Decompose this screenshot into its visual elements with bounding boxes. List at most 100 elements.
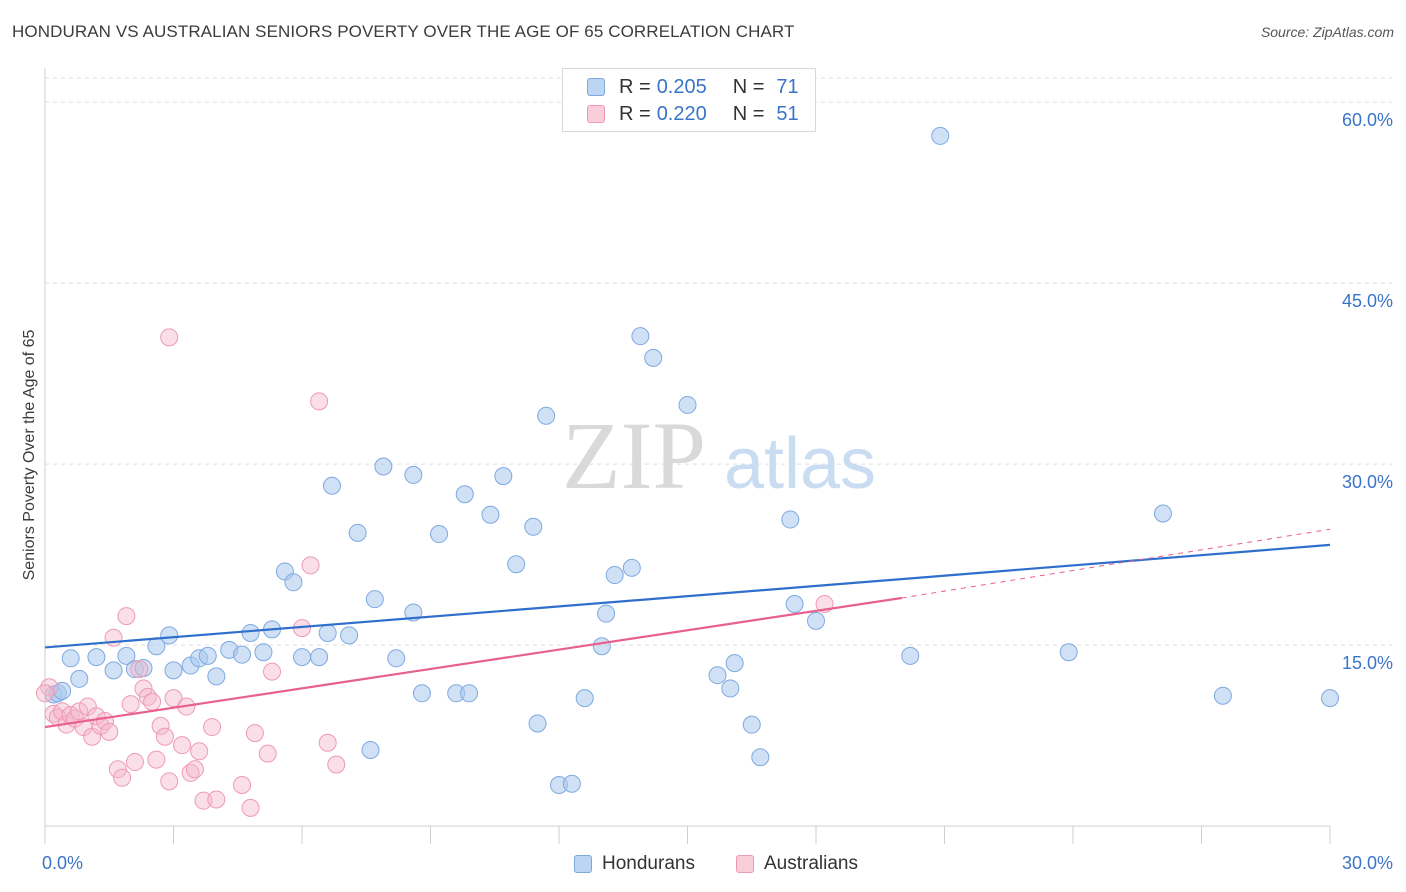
australian-point (117, 607, 136, 626)
n-label: N = (732, 102, 765, 125)
stats-row-hondurans: R = 0.205 N = 71 (587, 75, 799, 99)
honduran-point (104, 661, 123, 680)
honduran-point (117, 646, 136, 665)
australian-point (151, 716, 170, 735)
honduran-point (1153, 504, 1172, 523)
australian-point (134, 679, 153, 698)
australian-point (327, 755, 346, 774)
honduran-point (708, 666, 727, 685)
honduran-point (592, 637, 611, 656)
honduran-point (460, 684, 479, 703)
australian-point (108, 760, 127, 779)
australians-legend-label: Australians (764, 853, 858, 874)
hondurans-swatch (587, 78, 605, 96)
australian-point (155, 727, 174, 746)
axes (44, 68, 1331, 844)
australian-point (318, 733, 337, 752)
honduran-point (233, 645, 252, 664)
honduran-point (597, 604, 616, 623)
honduran-point (751, 748, 770, 767)
honduran-point (644, 348, 663, 367)
honduran-point (348, 523, 367, 542)
honduran-point (404, 465, 423, 484)
honduran-point (742, 715, 761, 734)
honduran-point (87, 648, 106, 667)
honduran-point (575, 689, 594, 708)
honduran-point (412, 684, 431, 703)
australian-point (143, 692, 162, 711)
n-label: N = (732, 75, 765, 98)
honduran-point (61, 649, 80, 668)
australian-point (100, 722, 119, 741)
honduran-point (631, 327, 650, 346)
australian-point (185, 760, 204, 779)
legend-item-australians[interactable]: Australians (736, 851, 858, 877)
honduran-point (160, 626, 179, 645)
honduran-point (198, 646, 217, 665)
r-value: 0.220 (656, 102, 707, 125)
n-value: 71 (776, 75, 799, 98)
australian-point (160, 772, 179, 791)
australian-point (160, 328, 179, 347)
r-value: 0.205 (656, 75, 707, 98)
watermark: ZIP atlas (562, 402, 876, 509)
honduran-point (1321, 689, 1339, 708)
honduran-point (781, 510, 800, 529)
honduran-point (310, 648, 329, 667)
honduran-point (537, 406, 556, 425)
hondurans-legend-label: Hondurans (602, 853, 695, 874)
australian-point (36, 684, 54, 703)
australian-point (241, 798, 260, 817)
y-tick-label: 60.0% (1342, 110, 1393, 130)
legend-item-hondurans[interactable]: Hondurans (574, 851, 695, 877)
y-tick-label: 45.0% (1342, 291, 1393, 311)
honduran-point (207, 667, 226, 686)
australians-trend-extension (901, 528, 1331, 599)
australian-point (233, 775, 252, 794)
honduran-point (807, 611, 825, 630)
honduran-point (507, 555, 526, 574)
y-tick-label: 15.0% (1342, 653, 1393, 673)
x-tick-label: 30.0% (1342, 853, 1393, 873)
honduran-point (725, 654, 744, 673)
honduran-point (241, 623, 260, 642)
hondurans-trend-line (44, 543, 1331, 649)
honduran-point (340, 626, 359, 645)
honduran-point (1213, 686, 1232, 705)
australian-point (104, 628, 123, 647)
honduran-point (430, 525, 449, 544)
australians-legend-swatch (736, 855, 754, 873)
n-value: 51 (776, 102, 799, 125)
australian-point (113, 768, 132, 787)
honduran-point (622, 558, 641, 577)
grid (45, 77, 1392, 646)
australian-point (147, 750, 166, 769)
honduran-point (494, 467, 513, 486)
chart-title: HONDURAN VS AUSTRALIAN SENIORS POVERTY O… (12, 22, 795, 41)
honduran-point (528, 714, 547, 733)
honduran-point (678, 395, 697, 414)
honduran-point (284, 573, 303, 592)
australian-point (173, 736, 192, 755)
data-points (36, 126, 1339, 817)
honduran-point (293, 648, 311, 667)
y-tick-label: 30.0% (1342, 472, 1393, 492)
honduran-point (721, 679, 740, 698)
watermark-atlas: atlas (724, 424, 876, 504)
australian-point (301, 556, 320, 575)
honduran-point (70, 669, 89, 688)
australians-swatch (587, 105, 605, 123)
y-axis-label: Seniors Poverty Over the Age of 65 (21, 329, 38, 581)
r-label: R = (619, 102, 651, 125)
honduran-point (254, 643, 273, 662)
australian-point (258, 744, 277, 763)
honduran-point (481, 505, 500, 524)
australian-point (130, 660, 149, 679)
tick-labels: 15.0% 30.0% 45.0% 60.0% 0.0% 30.0% (42, 110, 1393, 873)
stats-legend-box: R = 0.205 N = 71 R = 0.220 N = 51 (562, 68, 816, 132)
honduran-point (361, 740, 380, 759)
honduran-point (322, 476, 341, 495)
honduran-point (931, 126, 950, 145)
honduran-point (901, 646, 920, 665)
watermark-zip: ZIP (562, 402, 706, 509)
